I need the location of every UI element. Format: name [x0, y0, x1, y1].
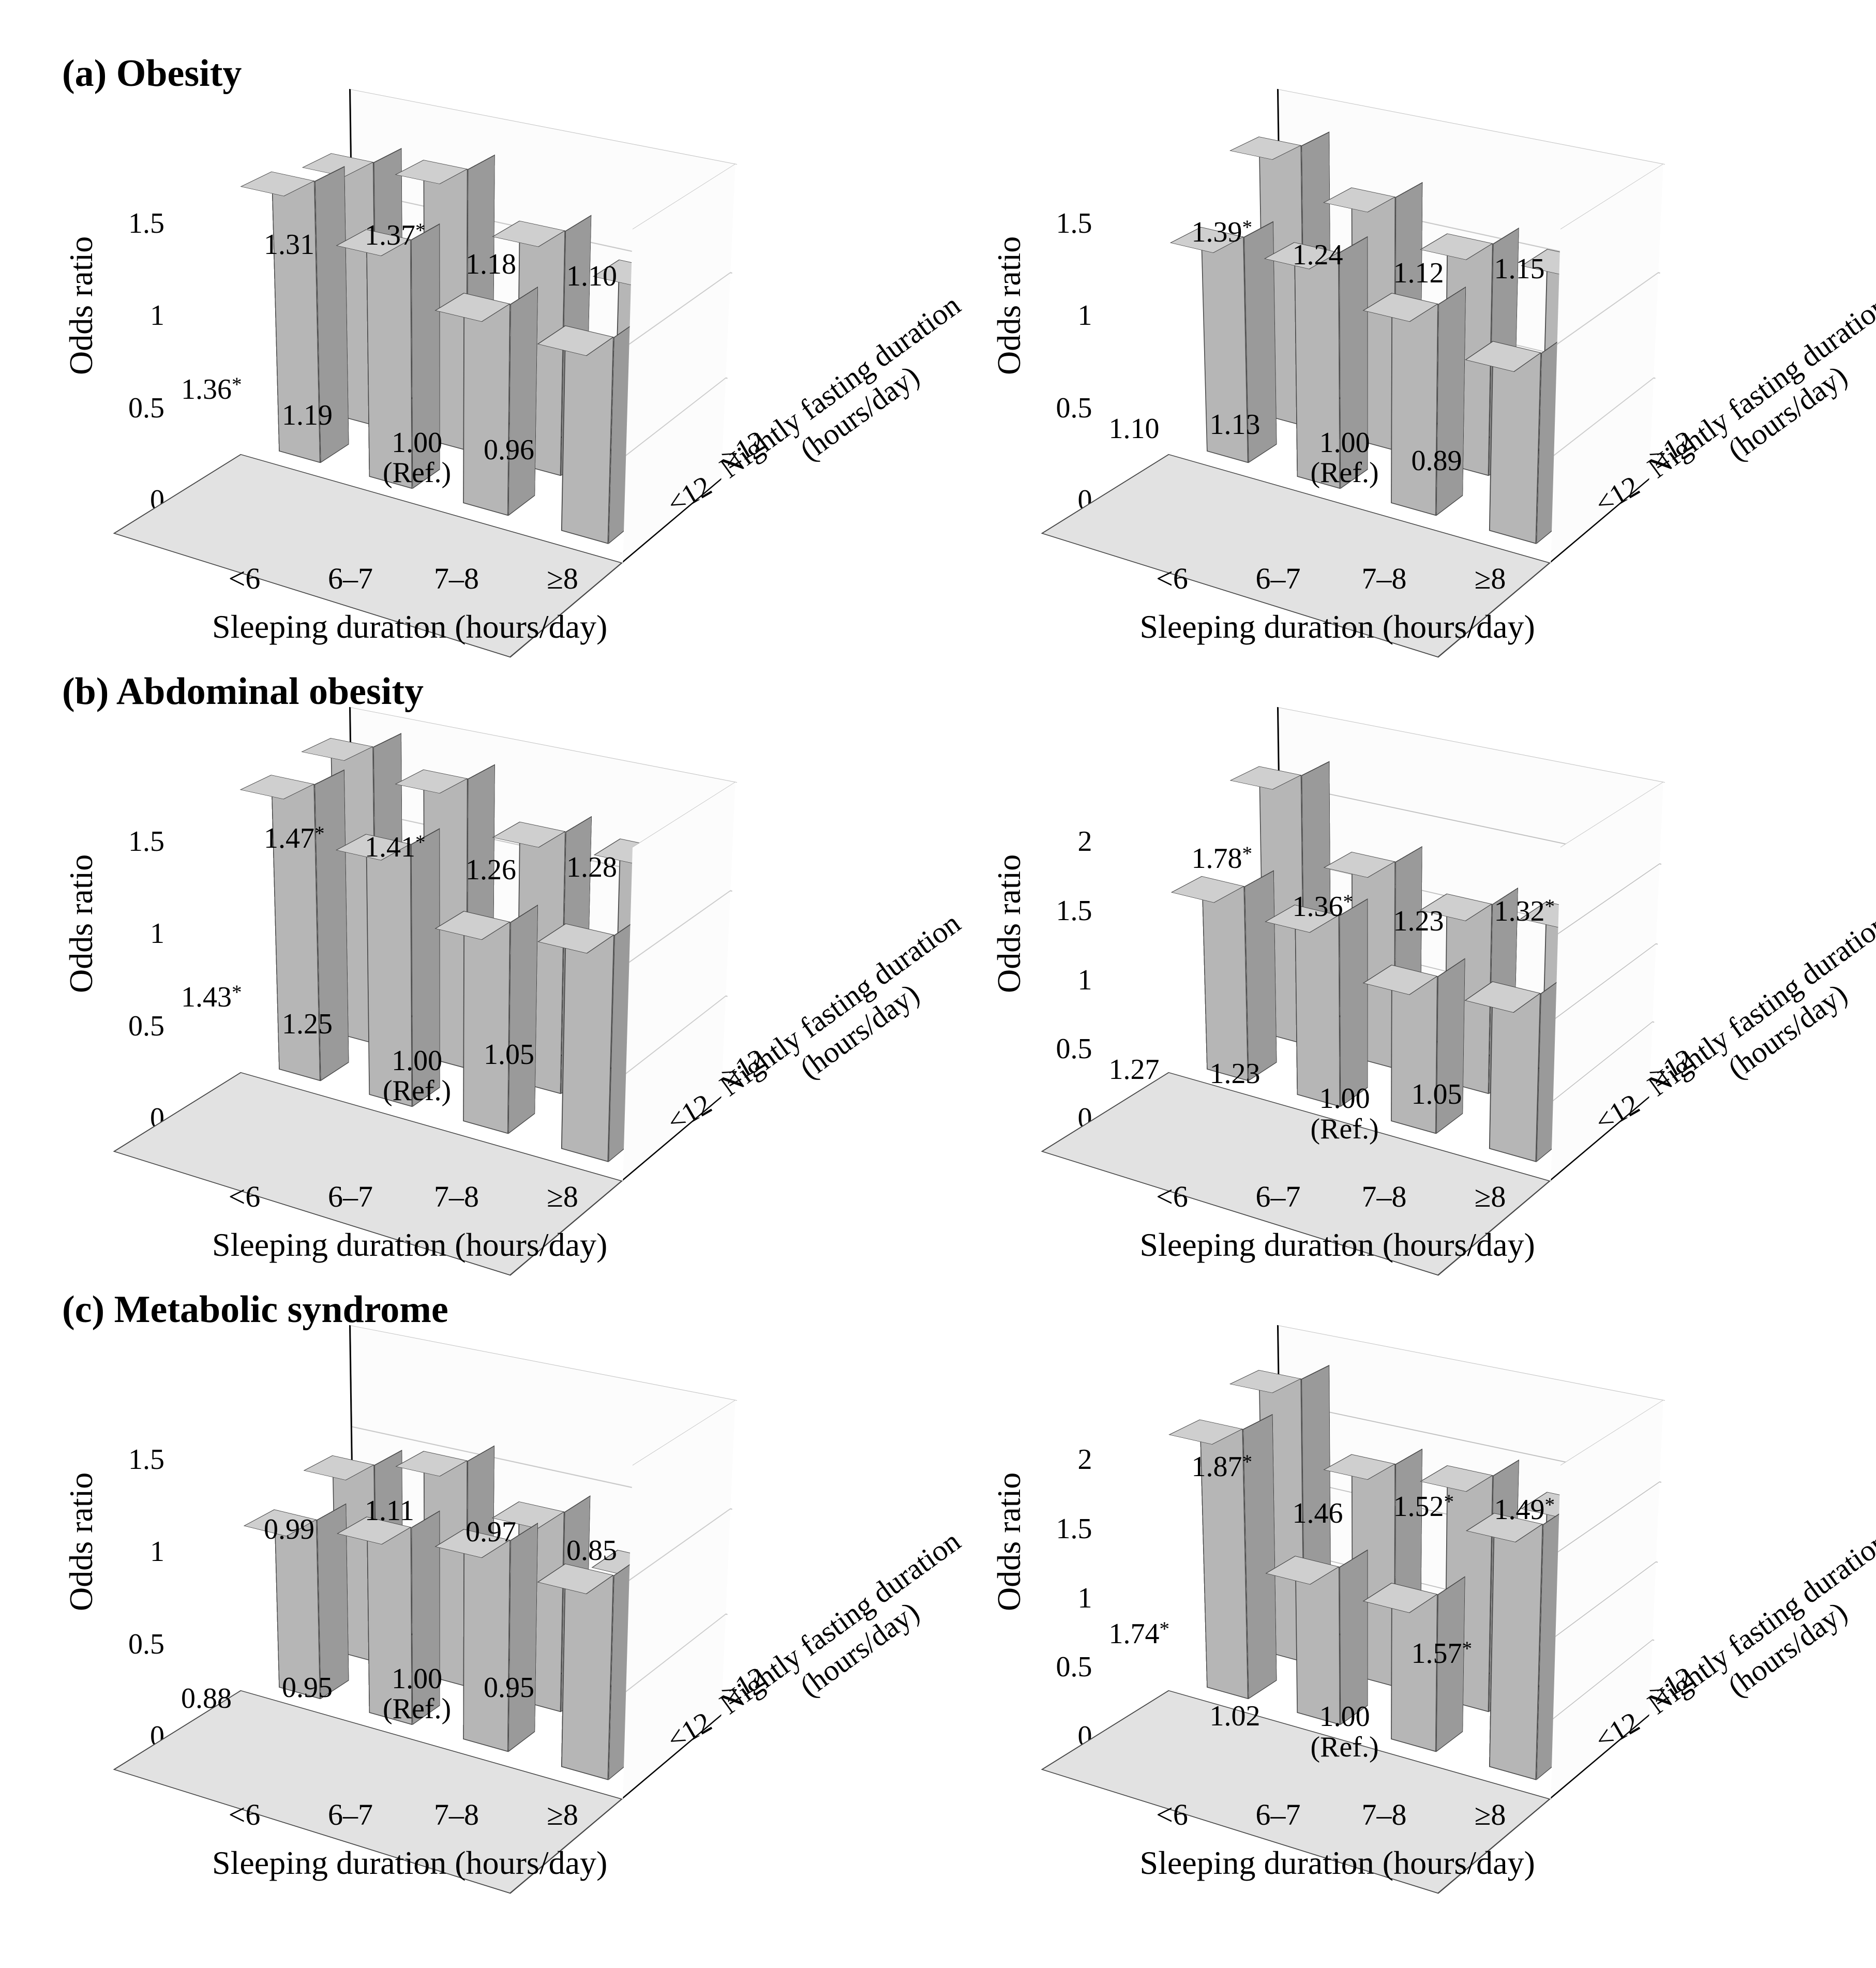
bar3d-chart: 00.511.5Odds ratio<66–77–8≥8Sleeping dur…: [41, 106, 907, 649]
data-bar: [1295, 1556, 1340, 1725]
data-bar: [423, 770, 468, 1069]
data-bar: [1540, 249, 1595, 502]
data-bar: [1259, 766, 1304, 1044]
chart-3d-scene: [1114, 178, 1631, 540]
data-bar: [1540, 1492, 1595, 1739]
x-axis-ticks: <66–77–8≥8: [191, 1797, 616, 1832]
data-bar: [1294, 905, 1340, 1107]
y-axis-label: Odds ratio: [62, 854, 100, 993]
data-bar: [1444, 1465, 1493, 1712]
z-axis-label: Nightly fasting duration(hours/day): [1642, 288, 1876, 511]
x-axis-label: Sleeping duration (hours/day): [1140, 608, 1535, 646]
data-bar: [561, 325, 614, 544]
data-bar: [271, 775, 321, 1081]
data-bar: [1540, 902, 1594, 1120]
data-bar: [1258, 137, 1304, 426]
y-axis-label: Odds ratio: [990, 1473, 1028, 1611]
bar3d-chart: 00.511.5Odds ratio<66–77–8≥8Sleeping dur…: [969, 106, 1835, 649]
data-bar: [1391, 1583, 1438, 1752]
data-bar: [366, 834, 412, 1107]
z-axis-label: Nightly fasting duration(hours/day): [1642, 906, 1876, 1129]
panel-title: (c) Metabolic syndrome: [62, 1288, 1835, 1332]
data-bar: [274, 1509, 321, 1699]
chart-3d-scene: [1114, 1415, 1631, 1777]
bar3d-chart: 00.511.52Odds ratio<66–77–8≥8Sleeping du…: [969, 724, 1835, 1267]
data-bar: [272, 172, 321, 463]
bar3d-chart: 00.511.52Odds ratio<66–77–8≥8Sleeping du…: [969, 1342, 1835, 1885]
data-bar: [332, 1455, 377, 1662]
data-bar: [1489, 1513, 1543, 1780]
data-bar: [561, 924, 614, 1162]
y-axis-label: Odds ratio: [990, 236, 1028, 375]
data-bar: [1202, 876, 1248, 1081]
data-bar: [517, 822, 566, 1094]
data-bar: [1391, 965, 1438, 1134]
x-axis-label: Sleeping duration (hours/day): [212, 1226, 607, 1264]
x-axis-label: Sleeping duration (hours/day): [1140, 1844, 1535, 1882]
data-bar: [331, 153, 377, 426]
data-bar: [1200, 227, 1248, 463]
data-bar: [612, 260, 667, 502]
figure-page: (a) Obesity00.511.5Odds ratio<66–77–8≥8S…: [0, 0, 1876, 1968]
x-axis-ticks: <66–77–8≥8: [1119, 561, 1543, 596]
y-axis-label: Odds ratio: [990, 854, 1028, 993]
x-axis-label: Sleeping duration (hours/day): [1140, 1226, 1535, 1264]
chart-3d-scene: [186, 797, 703, 1159]
data-bar: [463, 1529, 511, 1752]
chart-3d-scene: [186, 1415, 703, 1777]
data-bar: [517, 1501, 565, 1712]
data-bar: [1351, 852, 1395, 1069]
data-bar: [1489, 981, 1540, 1162]
panel-row: 00.511.5Odds ratio<66–77–8≥8Sleeping dur…: [41, 106, 1835, 649]
data-bar: [463, 911, 511, 1134]
bar3d-chart: 00.511.5Odds ratio<66–77–8≥8Sleeping dur…: [41, 1342, 907, 1885]
data-bar: [1294, 242, 1340, 489]
data-bar: [1489, 341, 1541, 544]
chart-3d-scene: [1114, 797, 1631, 1159]
bar3d-chart: 00.511.5Odds ratio<66–77–8≥8Sleeping dur…: [41, 724, 907, 1267]
data-bar: [612, 1550, 665, 1738]
data-bar: [612, 838, 668, 1120]
panel-row: 00.511.5Odds ratio<66–77–8≥8Sleeping dur…: [41, 1342, 1835, 1885]
data-bar: [1351, 1454, 1395, 1687]
data-bar: [561, 1564, 614, 1780]
data-bar: [1258, 1370, 1304, 1662]
z-axis-label: Nightly fasting duration(hours/day): [1642, 1524, 1876, 1747]
data-bar: [1199, 1420, 1248, 1700]
data-bar: [1351, 187, 1395, 450]
x-axis-label: Sleeping duration (hours/day): [212, 1844, 607, 1882]
x-axis-label: Sleeping duration (hours/day): [212, 608, 607, 646]
panel-row: 00.511.5Odds ratio<66–77–8≥8Sleeping dur…: [41, 724, 1835, 1267]
x-axis-ticks: <66–77–8≥8: [1119, 1179, 1543, 1214]
x-axis-ticks: <66–77–8≥8: [191, 1179, 616, 1214]
x-axis-ticks: <66–77–8≥8: [1119, 1797, 1543, 1832]
x-axis-ticks: <66–77–8≥8: [191, 561, 616, 596]
y-axis-label: Odds ratio: [62, 236, 100, 375]
panel-title: (b) Abdominal obesity: [62, 670, 1835, 714]
data-bar: [463, 293, 511, 516]
z-axis-label: Nightly fasting duration(hours/day): [714, 1524, 986, 1747]
z-axis-label: Nightly fasting duration(hours/day): [714, 906, 986, 1129]
data-bar: [1391, 293, 1438, 516]
data-bar: [366, 229, 413, 489]
z-axis-label: Nightly fasting duration(hours/day): [714, 288, 986, 511]
panel-title: (a) Obesity: [62, 52, 1835, 96]
y-axis-label: Odds ratio: [62, 1473, 100, 1611]
data-bar: [424, 1451, 468, 1687]
chart-3d-scene: [186, 178, 703, 540]
data-bar: [367, 1517, 412, 1725]
